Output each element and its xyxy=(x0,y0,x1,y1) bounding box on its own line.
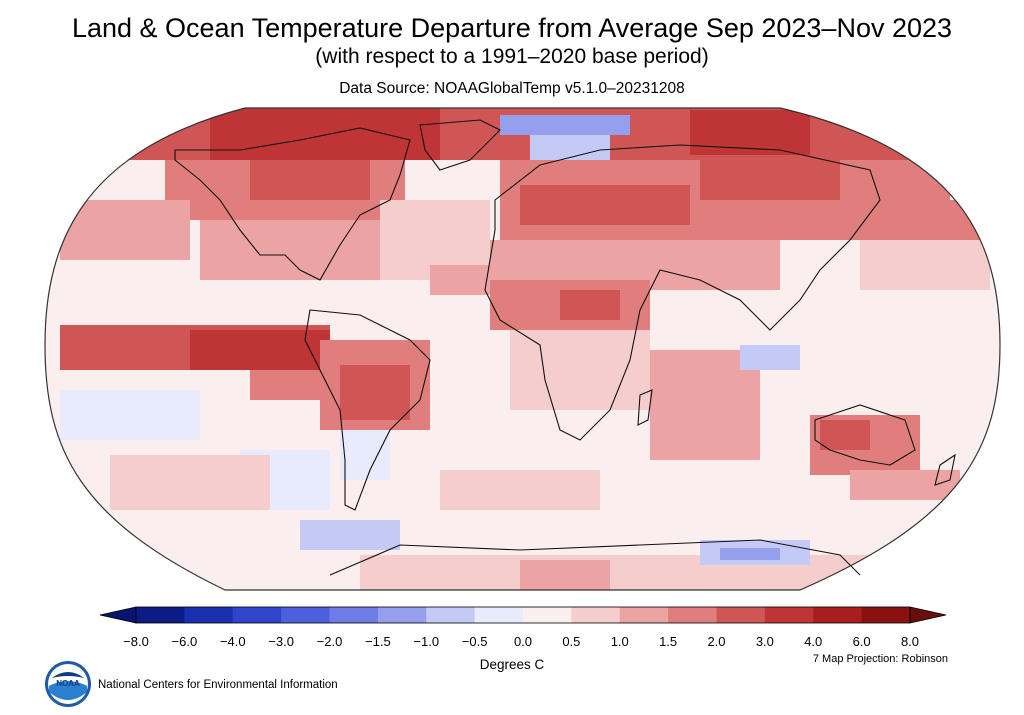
colorbar-tick-label: 6.0 xyxy=(852,634,871,649)
colorbar-tick-label: 0.0 xyxy=(513,634,533,649)
colorbar-tick-label: 1.5 xyxy=(659,634,678,649)
colorbar-tick-label: −0.5 xyxy=(461,634,488,649)
colorbar-bin xyxy=(716,607,766,623)
coast-north-america xyxy=(174,127,411,281)
anomaly-north-pacific xyxy=(60,200,190,260)
colorbar-tick-label: −1.0 xyxy=(413,634,440,649)
colorbar-tick-label: 2.0 xyxy=(707,634,726,649)
colorbar-tick-label: −4.0 xyxy=(219,634,246,649)
coast-madagascar xyxy=(637,389,653,426)
coast-antarctica xyxy=(329,539,861,576)
colorbar-bin xyxy=(571,607,621,623)
colorbar-bin xyxy=(523,607,572,623)
anomaly-nordic-cold xyxy=(500,115,630,135)
colorbar-bin xyxy=(813,607,863,623)
colorbar-bin xyxy=(474,607,524,623)
colorbar-tick-label: −2.0 xyxy=(316,634,343,649)
colorbar-tick-label: 1.0 xyxy=(610,634,629,649)
colorbar-tick-label: −6.0 xyxy=(171,634,198,649)
coastlines xyxy=(174,119,956,576)
colorbar-bin xyxy=(764,607,814,623)
colorbar-bin xyxy=(232,607,282,623)
colorbar-low-arrow xyxy=(99,606,137,624)
colorbar-high-arrow xyxy=(909,606,947,624)
colorbar-tick-label: 3.0 xyxy=(755,634,774,649)
colorbar-bin xyxy=(861,607,911,623)
anomaly-field xyxy=(45,108,1000,590)
colorbar-tick-label: 8.0 xyxy=(900,634,920,649)
projection-note: 7 Map Projection: Robinson xyxy=(812,653,948,665)
colorbar-bin xyxy=(329,607,379,623)
colorbar-bin xyxy=(136,607,185,623)
colorbar-units: Degrees C xyxy=(479,657,545,672)
map-title: Land & Ocean Temperature Departure from … xyxy=(71,13,953,43)
anomaly-south-pacific-cool xyxy=(60,390,200,440)
coast-greenland xyxy=(419,119,501,171)
data-source: Data Source: NOAAGlobalTemp v5.1.0–20231… xyxy=(339,80,685,97)
colorbar-bin xyxy=(281,607,330,623)
colorbar-bin xyxy=(619,607,669,623)
colorbar-bin xyxy=(668,607,717,623)
colorbar xyxy=(99,606,947,624)
colorbar-tick-label: −1.5 xyxy=(365,634,391,649)
map-subtitle: (with respect to a 1991–2020 base period… xyxy=(315,45,709,68)
colorbar-tick-label: −8.0 xyxy=(123,634,149,649)
coast-new-zealand xyxy=(934,453,956,486)
organization-name: National Centers for Environmental Infor… xyxy=(98,679,338,691)
coast-south-america xyxy=(304,309,431,511)
noaa-logo: NOAA xyxy=(45,661,91,707)
globe-outline xyxy=(44,107,1001,591)
coast-australia xyxy=(814,404,916,466)
colorbar-bin xyxy=(377,607,427,623)
colorbar-bin xyxy=(184,607,234,623)
colorbar-tick-label: 4.0 xyxy=(804,634,823,649)
colorbar-outline xyxy=(135,606,911,624)
noaa-logo-text: NOAA xyxy=(56,679,80,688)
colorbar-bin xyxy=(426,607,476,623)
coast-africa-eurasia xyxy=(484,144,881,441)
colorbar-tick-label: 0.5 xyxy=(562,634,581,649)
colorbar-tick-label: −3.0 xyxy=(268,634,294,649)
